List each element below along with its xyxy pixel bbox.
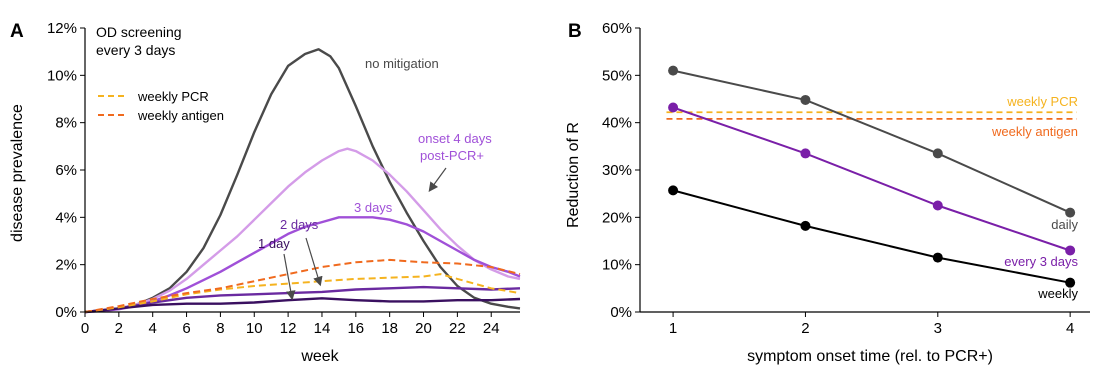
panel-b-y-tick-label: 30% [602,162,632,179]
data-point-daily [668,65,679,76]
panel-a-x-tick-label: 6 [182,320,190,337]
panel-b-x-tick-label: 2 [801,320,809,337]
panel-b-axes: 1 2 3 40%10%20%30%40%50%60% [602,20,1090,337]
annotation-onset-4-days: onset 4 days [418,131,492,146]
series-line-2-days [84,285,521,314]
label-weekly-antigen: weekly antigen [991,124,1078,139]
data-point-every-3-days [800,148,811,159]
panel-b-x-tick-label: 3 [934,320,942,337]
arrow-2-days [305,237,323,287]
arrow-1-day [283,253,296,301]
panel-b-series-group [666,65,1077,288]
panel-a-y-axis-label: disease prevalence [9,104,26,242]
panel-a-y-tick-label: 12% [47,20,77,37]
data-point-daily [800,94,811,105]
series-line-weekly-pcr [84,273,521,313]
panel-a-y-tick-label: 6% [55,162,77,179]
panel-a-x-axis-label: week [300,348,339,365]
panel-b-y-tick-label: 10% [602,257,632,274]
panel-a-axes: 0 2 4 6 8 10 12 14 16 18 20 22 240%2%4%6%8%10%12% [47,20,520,337]
series-line-weekly-antigen [84,258,521,313]
annotation-no-mitigation: no mitigation [365,56,439,71]
annotation-3-days: 3 days [354,200,393,215]
series-line-onset-4-days-post-pcr- [84,147,521,314]
legend-title-line-1: OD screening [96,24,182,40]
panel-a-x-tick-label: 0 [81,320,89,337]
panel-a-legend: OD screening every 3 days weekly PCR wee… [96,24,224,123]
panel-a-label: A [10,21,24,42]
annotation-1-day: 1 day [258,236,290,251]
panel-a-series-group [84,48,521,314]
panel-a-y-tick-label: 10% [47,67,77,84]
series-line-1-day [84,297,521,314]
label-weekly: weekly [1037,286,1078,301]
data-point-daily [932,148,943,159]
legend-label-weekly-antigen: weekly antigen [137,108,224,123]
panel-a-x-tick-label: 16 [347,320,364,337]
panel-a-x-tick-label: 4 [149,320,157,337]
panel-a-y-tick-label: 8% [55,115,77,132]
data-point-weekly [932,252,943,263]
panel-b-x-tick-label: 4 [1066,320,1074,337]
label-every-3-days: every 3 days [1004,254,1078,269]
panel-b: B 1 2 3 40%10%20%30%40%50%60% symptom onset… [565,20,1090,365]
panel-b-y-tick-label: 60% [602,20,632,37]
panel-a-x-tick-label: 14 [314,320,331,337]
panel-a-y-tick-label: 0% [55,304,77,321]
series-line-weekly [672,189,1071,284]
series-line-daily [672,69,1071,214]
annotation-post-pcr: post-PCR+ [420,148,484,163]
panel-b-y-tick-label: 50% [602,67,632,84]
data-point-every-3-days [1065,245,1076,256]
panel-a-x-tick-label: 22 [449,320,466,337]
panel-b-y-axis-label: Reduction of R [565,122,582,228]
series-line-every-3-days [672,106,1071,252]
panel-b-y-tick-label: 20% [602,209,632,226]
series-line-3-days [84,216,521,314]
data-point-daily [1065,207,1076,218]
panel-b-y-tick-label: 40% [602,115,632,132]
legend-title-line-2: every 3 days [96,42,175,58]
data-point-weekly [668,185,679,196]
panel-a: A 0 2 4 6 8 10 12 14 16 18 20 22 240%2%4%6%8%10%12% … [9,20,521,365]
panel-a-x-tick-label: 24 [483,320,500,337]
panel-a-x-tick-label: 18 [381,320,398,337]
panel-b-y-tick-label: 0% [610,304,632,321]
panel-a-x-tick-label: 12 [280,320,297,337]
panel-b-x-axis-label: symptom onset time (rel. to PCR+) [747,348,993,365]
panel-a-x-tick-label: 2 [115,320,123,337]
panel-a-x-tick-label: 20 [415,320,432,337]
panel-a-x-tick-label: 8 [216,320,224,337]
data-point-every-3-days [932,200,943,211]
arrow-post-pcr [428,167,447,192]
data-point-every-3-days [668,102,679,113]
data-point-weekly [1065,277,1076,288]
panel-b-x-tick-label: 1 [669,320,677,337]
annotation-2-days: 2 days [280,217,319,232]
panel-a-y-tick-label: 4% [55,209,77,226]
label-weekly-pcr: weekly PCR [1006,94,1078,109]
panel-a-y-tick-label: 2% [55,257,77,274]
panel-b-annotations: weekly PCR weekly antigen daily every 3 … [991,94,1078,301]
panel-a-x-tick-label: 10 [246,320,263,337]
panel-a-annotations: no mitigation onset 4 days post-PCR+ 3 d… [258,56,492,301]
panel-b-label: B [568,21,582,42]
data-point-weekly [800,220,811,231]
legend-label-weekly-pcr: weekly PCR [137,89,209,104]
label-daily: daily [1051,217,1078,232]
